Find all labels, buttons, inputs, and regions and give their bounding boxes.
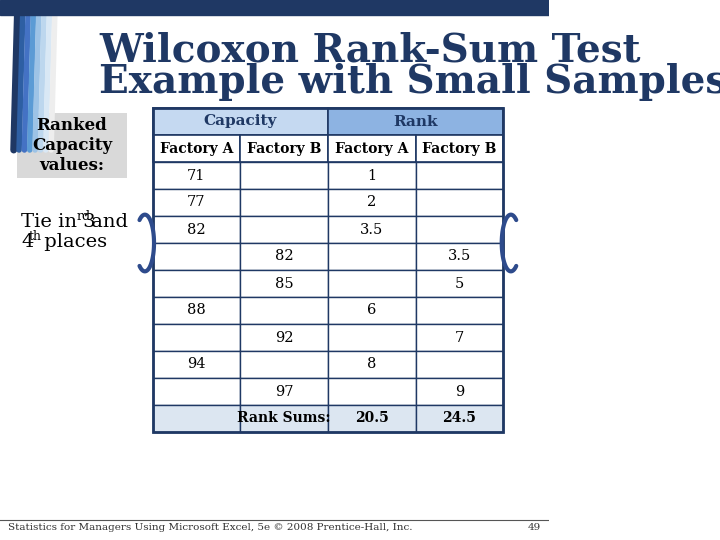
Bar (240, 135, 328, 162)
Bar (153, 270, 240, 297)
Text: Factory A: Factory A (335, 141, 408, 156)
Bar (415, 405, 503, 432)
Bar (415, 243, 503, 270)
Text: 82: 82 (187, 222, 206, 237)
Text: 82: 82 (275, 249, 293, 264)
Bar (415, 297, 503, 324)
Bar (328, 216, 415, 243)
Bar (328, 324, 415, 351)
Text: 94: 94 (187, 357, 206, 372)
Bar (17, 113, 127, 178)
Bar (240, 243, 328, 270)
Text: and: and (86, 213, 128, 231)
Bar (153, 405, 240, 432)
Bar (328, 378, 415, 405)
Text: Factory B: Factory B (422, 141, 497, 156)
Bar (328, 270, 415, 297)
Text: 97: 97 (275, 384, 293, 399)
Bar (240, 324, 328, 351)
Bar (153, 297, 240, 324)
Bar (240, 297, 328, 324)
Bar (328, 108, 503, 135)
Text: rd: rd (77, 210, 91, 222)
Text: Wilcoxon Rank-Sum Test: Wilcoxon Rank-Sum Test (99, 31, 641, 69)
Bar (240, 216, 328, 243)
Bar (240, 162, 328, 189)
Bar (153, 216, 240, 243)
Text: 49: 49 (528, 523, 541, 532)
Text: 9: 9 (455, 384, 464, 399)
Text: 88: 88 (187, 303, 206, 318)
Bar (153, 378, 240, 405)
Text: 20.5: 20.5 (355, 411, 389, 426)
Bar (415, 189, 503, 216)
Bar (415, 378, 503, 405)
Text: Rank: Rank (393, 114, 438, 129)
Text: Statistics for Managers Using Microsoft Excel, 5e © 2008 Prentice-Hall, Inc.: Statistics for Managers Using Microsoft … (8, 523, 412, 532)
Text: 3.5: 3.5 (360, 222, 383, 237)
Bar (415, 135, 503, 162)
Text: Rank Sums:: Rank Sums: (238, 411, 330, 426)
Bar (328, 135, 415, 162)
Text: Factory A: Factory A (160, 141, 233, 156)
Text: places: places (38, 233, 107, 251)
Text: th: th (29, 230, 42, 242)
Bar (415, 324, 503, 351)
Bar (328, 351, 415, 378)
Text: Ranked
Capacity
values:: Ranked Capacity values: (32, 117, 112, 173)
Text: Capacity: Capacity (204, 114, 277, 129)
Bar (415, 351, 503, 378)
Bar (153, 351, 240, 378)
Bar (240, 189, 328, 216)
Bar (153, 108, 503, 432)
Text: 85: 85 (275, 276, 293, 291)
Text: 1: 1 (367, 168, 377, 183)
Bar (240, 378, 328, 405)
Bar (415, 270, 503, 297)
Text: 7: 7 (455, 330, 464, 345)
Text: 5: 5 (455, 276, 464, 291)
Bar (328, 189, 415, 216)
Bar (240, 351, 328, 378)
Bar (415, 162, 503, 189)
Text: Factory B: Factory B (247, 141, 321, 156)
Text: Example with Small Samples: Example with Small Samples (99, 63, 720, 101)
Bar (328, 297, 415, 324)
Bar (328, 243, 415, 270)
Bar (153, 324, 240, 351)
Text: 24.5: 24.5 (443, 411, 477, 426)
Bar (328, 162, 415, 189)
Bar (153, 162, 240, 189)
Text: 8: 8 (367, 357, 377, 372)
Text: 4: 4 (22, 233, 34, 251)
Text: 77: 77 (187, 195, 206, 210)
Bar (0, 0, 549, 15)
Bar (153, 108, 328, 135)
Text: 6: 6 (367, 303, 377, 318)
Text: 2: 2 (367, 195, 377, 210)
Text: Tie in 3: Tie in 3 (22, 213, 96, 231)
Text: 71: 71 (187, 168, 205, 183)
Bar (153, 135, 240, 162)
Bar (328, 405, 415, 432)
Bar (153, 243, 240, 270)
Bar (415, 216, 503, 243)
Bar (240, 405, 328, 432)
Bar (153, 189, 240, 216)
Text: 92: 92 (275, 330, 293, 345)
Bar (240, 270, 328, 297)
Text: 3.5: 3.5 (448, 249, 471, 264)
